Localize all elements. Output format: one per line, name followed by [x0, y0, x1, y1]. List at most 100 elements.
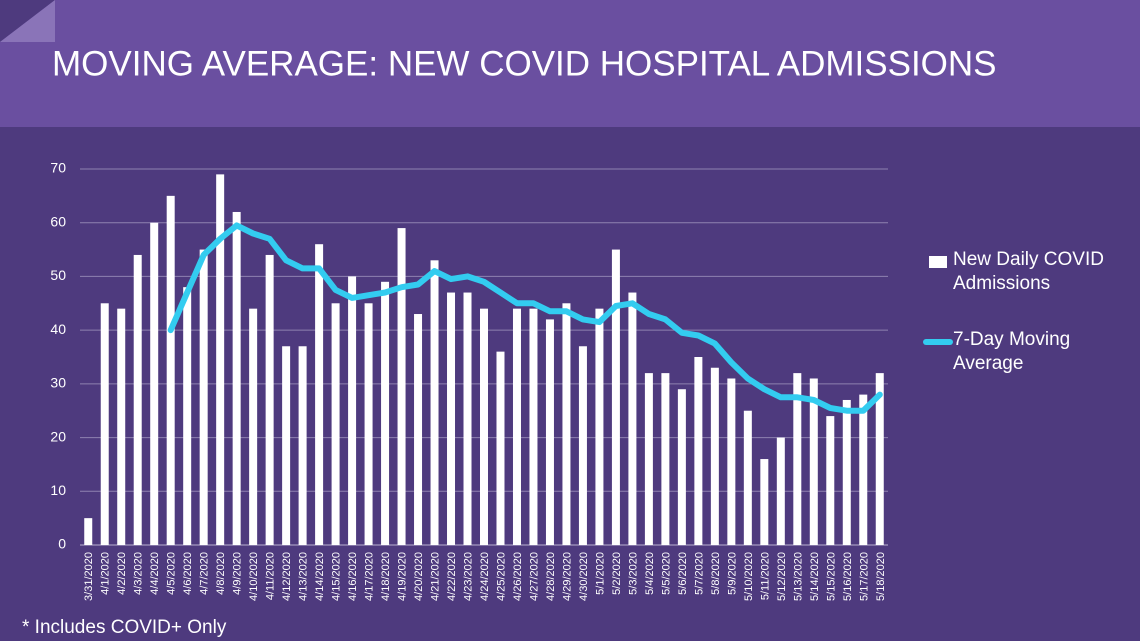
bar: [760, 459, 769, 545]
legend-label: New Daily COVID Admissions: [953, 249, 1104, 294]
bar: [480, 308, 488, 545]
x-tick-label: 4/3/2020: [133, 552, 145, 595]
bar: [628, 292, 637, 545]
bar: [216, 174, 225, 545]
x-tick-label: 5/3/2020: [627, 552, 639, 595]
bar: [430, 260, 439, 545]
y-tick-label: 50: [50, 267, 66, 283]
legend-swatch: [929, 256, 947, 268]
bar: [529, 308, 538, 545]
bar: [661, 373, 670, 545]
x-tick-label: 5/14/2020: [809, 552, 821, 601]
x-tick-label: 4/1/2020: [100, 552, 112, 595]
bar: [348, 276, 357, 545]
x-tick-label: 5/17/2020: [858, 552, 870, 601]
bar: [611, 249, 620, 546]
bar: [463, 292, 472, 545]
y-tick-label: 10: [50, 482, 66, 498]
y-tick-label: 60: [50, 213, 66, 229]
bar: [265, 254, 274, 545]
x-tick-label: 4/16/2020: [347, 552, 359, 601]
x-tick-label: 4/30/2020: [578, 552, 590, 601]
x-tick-label: 4/23/2020: [463, 552, 475, 601]
bar: [84, 518, 93, 545]
bar: [133, 254, 142, 545]
x-tick-label: 4/10/2020: [248, 552, 260, 601]
bar: [710, 367, 719, 545]
bar: [381, 281, 390, 545]
x-tick-label: 5/6/2020: [677, 552, 689, 595]
x-tick-label: 5/11/2020: [759, 552, 771, 600]
x-tick-label: 5/4/2020: [644, 552, 656, 595]
x-tick-label: 5/1/2020: [594, 552, 606, 595]
x-tick-label: 4/24/2020: [479, 552, 491, 601]
x-tick-label: 5/8/2020: [710, 552, 722, 595]
bar: [166, 195, 175, 545]
x-tick-label: 4/20/2020: [413, 552, 425, 601]
x-tick-label: 4/15/2020: [331, 552, 343, 601]
bar: [875, 373, 884, 545]
legend-label: 7-Day Moving Average: [953, 329, 1071, 374]
x-tick-label: 5/12/2020: [776, 552, 788, 601]
x-tick-label: 5/9/2020: [726, 552, 738, 595]
footnote: * Includes COVID+ Only: [22, 617, 227, 638]
x-tick-label: 4/26/2020: [512, 552, 524, 601]
bar: [826, 416, 835, 545]
bar: [331, 303, 340, 545]
x-tick-label: 4/28/2020: [545, 552, 557, 601]
x-tick-label: 5/7/2020: [693, 552, 705, 595]
x-tick-label: 4/12/2020: [281, 552, 293, 601]
bar: [249, 308, 258, 545]
bar: [199, 249, 208, 546]
x-tick-label: 4/8/2020: [215, 552, 227, 595]
bar: [496, 351, 505, 545]
bar: [743, 410, 752, 545]
x-tick-label: 4/22/2020: [446, 552, 458, 601]
bar: [578, 346, 587, 545]
bar: [150, 222, 159, 545]
x-tick-label: 4/27/2020: [528, 552, 540, 601]
moving-average-line: [167, 222, 883, 414]
bar: [842, 399, 851, 545]
x-tick-label: 3/31/2020: [83, 552, 95, 601]
x-tick-label: 5/16/2020: [842, 552, 854, 601]
bar: [859, 394, 868, 545]
bar: [595, 308, 604, 545]
bar: [315, 244, 324, 545]
bar: [809, 378, 818, 545]
corner-fold-shade: [0, 0, 55, 42]
x-tick-label: 5/10/2020: [743, 552, 755, 601]
bar: [677, 389, 686, 545]
bar: [298, 346, 307, 545]
x-tick-label: 4/14/2020: [314, 552, 326, 601]
x-tick-label: 4/18/2020: [380, 552, 392, 601]
x-tick-label: 4/13/2020: [298, 552, 310, 601]
bar: [282, 346, 291, 545]
bar: [727, 378, 736, 545]
bar: [512, 308, 521, 545]
y-tick-label: 40: [50, 321, 66, 337]
bar: [183, 287, 192, 545]
x-tick-label: 4/7/2020: [199, 552, 211, 595]
bar: [397, 228, 406, 546]
y-tick-label: 70: [50, 160, 66, 176]
bar: [447, 292, 456, 545]
bar: [694, 357, 703, 545]
x-tick-label: 5/13/2020: [792, 552, 804, 601]
x-tick-label: 5/18/2020: [875, 552, 887, 601]
bar: [232, 211, 241, 545]
bar: [414, 314, 423, 545]
bar: [776, 437, 785, 545]
x-tick-label: 4/9/2020: [232, 552, 244, 595]
chart-title: MOVING AVERAGE: NEW COVID HOSPITAL ADMIS…: [52, 44, 997, 83]
bar: [100, 303, 109, 545]
x-tick-label: 5/15/2020: [825, 552, 837, 601]
bar: [117, 308, 126, 545]
x-tick-label: 5/5/2020: [660, 552, 672, 595]
x-tick-label: 4/19/2020: [397, 552, 409, 601]
bar: [562, 303, 571, 545]
x-tick-label: 4/5/2020: [166, 552, 178, 595]
bar: [793, 373, 802, 545]
